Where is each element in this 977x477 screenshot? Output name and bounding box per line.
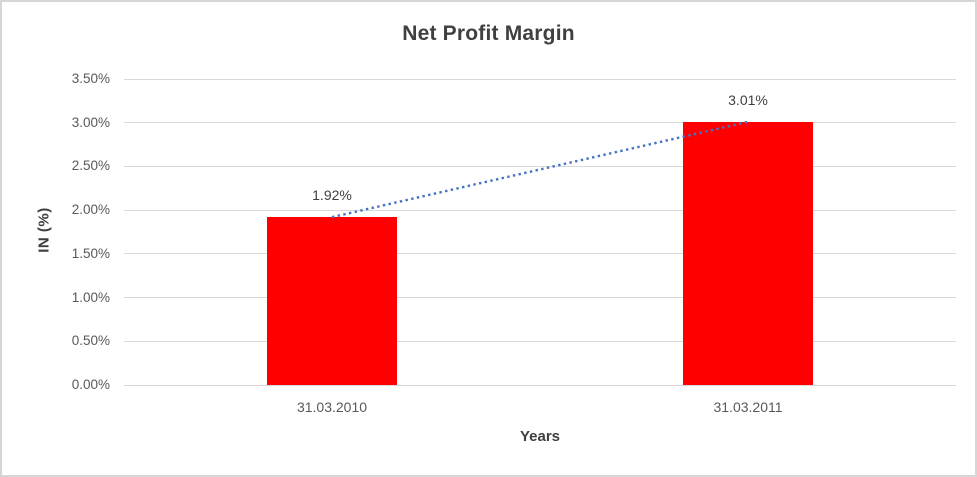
x-axis-title: Years [519, 428, 561, 445]
gridline [124, 253, 956, 255]
y-tick-label: 1.00% [71, 289, 110, 305]
data-label: 1.92% [312, 187, 352, 204]
x-axis: 31.03.2010 31.03.2011 [124, 385, 956, 425]
y-tick-label: 0.00% [71, 377, 110, 392]
gridline [124, 209, 956, 211]
gridline [124, 384, 956, 386]
gridline [124, 78, 956, 80]
trendline-svg [331, 120, 749, 219]
chart-title: Net Profit Margin [402, 22, 575, 45]
y-tick-label: 3.00% [71, 114, 110, 130]
y-tick-label: 1.50% [71, 245, 110, 261]
gridline [124, 122, 956, 124]
y-tick-label: 2.50% [71, 158, 110, 174]
y-tick-label: 3.50% [71, 71, 110, 86]
y-tick-label: 2.00% [71, 202, 110, 218]
plot-area: 1.92% 3.01% [124, 78, 956, 386]
gridline [124, 297, 956, 299]
data-label: 3.01% [728, 91, 768, 108]
gridline [124, 340, 956, 342]
x-tick-label: 31.03.2010 [296, 399, 368, 415]
y-tick-label: 0.50% [71, 333, 110, 349]
y-axis: 0.00% 0.50% 1.00% 1.50% 2.00% 2.50% 3.00% 3.50% [2, 71, 110, 392]
bar [683, 121, 813, 385]
gridline [124, 165, 956, 167]
bar [267, 217, 397, 385]
x-tick-label: 31.03.2011 [713, 399, 783, 415]
